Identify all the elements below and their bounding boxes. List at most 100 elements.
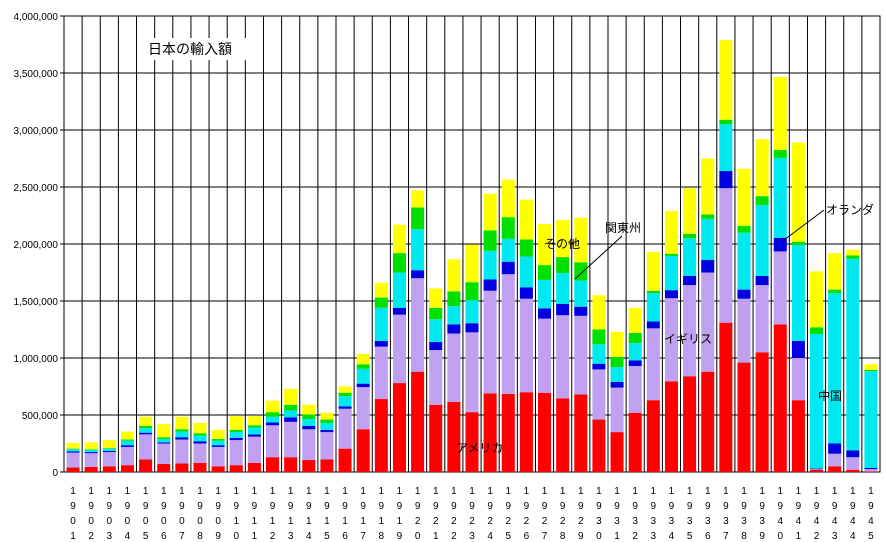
bar-segment-1912-s4 (266, 412, 280, 417)
bar-segment-1925-s5 (501, 179, 515, 218)
bar-segment-1918-s0 (374, 399, 388, 472)
bar-segment-1921-s1 (429, 350, 443, 405)
bar-segment-1913-s0 (284, 457, 298, 472)
y-tick-label: 2,000,000 (14, 240, 59, 251)
bar-segment-1945-s0 (864, 471, 878, 472)
bar-segment-1904-s3 (120, 440, 134, 446)
bar-segment-1917-s2 (356, 383, 370, 388)
bar-segment-1909-s1 (211, 446, 225, 467)
bar-segment-1910-s4 (229, 429, 243, 433)
bar-segment-1913-s3 (284, 410, 298, 418)
bar-segment-1910-s5 (229, 416, 243, 430)
bar-segment-1931-s5 (610, 331, 624, 357)
bar-segment-1937-s1 (719, 188, 733, 323)
bar-segment-1913-s4 (284, 404, 298, 411)
bar-segment-1939-s0 (755, 352, 769, 472)
bar-segment-1926-s2 (519, 287, 533, 299)
bar-segment-1942-s4 (810, 327, 824, 335)
bar-segment-1907-s0 (175, 463, 189, 472)
bar-segment-1919-s3 (392, 272, 406, 308)
bar-segment-1924-s2 (483, 279, 497, 291)
bar-segment-1911-s0 (247, 462, 261, 472)
bar-segment-1941-s4 (791, 241, 805, 246)
bar-segment-1917-s4 (356, 364, 370, 369)
bar-segment-1941-s0 (791, 400, 805, 472)
bar-segment-1903-s4 (102, 448, 116, 449)
bar-segment-1911-s3 (247, 427, 261, 435)
bar-segment-1918-s1 (374, 346, 388, 400)
bar-segment-1929-s2 (574, 306, 588, 316)
y-tick-label: 3,500,000 (14, 69, 59, 80)
bar-segment-1915-s3 (320, 422, 334, 430)
bar-segment-1938-s4 (737, 225, 751, 233)
bar-segment-1934-s0 (664, 381, 678, 472)
bar-segment-1932-s5 (628, 307, 642, 333)
bar-segment-1929-s5 (574, 217, 588, 263)
bar-segment-1910-s3 (229, 432, 243, 438)
bar-segment-1935-s3 (683, 238, 697, 276)
bar-segment-1940-s4 (773, 149, 787, 158)
bar-segment-1940-s0 (773, 324, 787, 472)
bar-segment-1924-s5 (483, 193, 497, 231)
bar-segment-1931-s1 (610, 387, 624, 433)
bar-segment-1916-s0 (338, 448, 352, 472)
bar-segment-1903-s5 (102, 440, 116, 449)
bar-segment-1916-s5 (338, 386, 352, 393)
annotation-other: その他 (544, 237, 580, 251)
bar-segment-1915-s2 (320, 429, 334, 433)
bar-segment-1932-s1 (628, 365, 642, 413)
bar-segment-1934-s3 (664, 255, 678, 291)
bar-segment-1936-s4 (701, 214, 715, 219)
bar-segment-1920-s5 (411, 190, 425, 208)
bar-segment-1912-s0 (266, 457, 280, 472)
bar-segment-1912-s5 (266, 400, 280, 413)
bar-segment-1911-s1 (247, 436, 261, 463)
bar-segment-1905-s4 (139, 425, 153, 429)
bar-segment-1932-s2 (628, 360, 642, 366)
bar-segment-1940-s3 (773, 157, 787, 238)
bar-segment-1908-s3 (193, 435, 207, 442)
bar-segment-1938-s3 (737, 232, 751, 290)
bar-segment-1930-s0 (592, 419, 606, 472)
bar-segment-1907-s4 (175, 429, 189, 432)
bar-segment-1916-s3 (338, 396, 352, 407)
bar-segment-1943-s2 (828, 443, 842, 454)
bar-segment-1919-s4 (392, 253, 406, 273)
bar-segment-1944-s1 (846, 457, 860, 470)
bar-segment-1924-s4 (483, 230, 497, 251)
bar-segment-1939-s2 (755, 275, 769, 286)
bar-segment-1920-s1 (411, 278, 425, 372)
bar-segment-1915-s0 (320, 459, 334, 472)
bar-segment-1913-s5 (284, 388, 298, 405)
bar-segment-1928-s2 (556, 303, 570, 316)
bar-segment-1913-s2 (284, 417, 298, 422)
bar-segment-1905-s3 (139, 428, 153, 433)
bar-segment-1943-s3 (828, 293, 842, 444)
bar-segment-1922-s5 (447, 259, 461, 292)
bar-segment-1902-s3 (84, 449, 98, 453)
bar-segment-1945-s1 (864, 469, 878, 472)
bar-segment-1903-s1 (102, 452, 116, 467)
bar-segment-1904-s2 (120, 445, 134, 447)
bar-segment-1923-s2 (465, 323, 479, 333)
bar-segment-1944-s0 (846, 469, 860, 472)
bar-segment-1906-s0 (157, 464, 171, 472)
bar-segment-1920-s0 (411, 371, 425, 472)
annotations: 日本の輸入額 アメリカ イギリス 中国 その他 関東州 オランダ (140, 38, 874, 455)
bar-segment-1935-s0 (683, 376, 697, 472)
bar-segment-1914-s3 (302, 418, 316, 426)
bar-segment-1920-s4 (411, 207, 425, 230)
bar-segment-1912-s3 (266, 416, 280, 423)
bar-segment-1915-s5 (320, 412, 334, 420)
bar-segment-1919-s2 (392, 307, 406, 315)
bar-segment-1924-s3 (483, 250, 497, 280)
